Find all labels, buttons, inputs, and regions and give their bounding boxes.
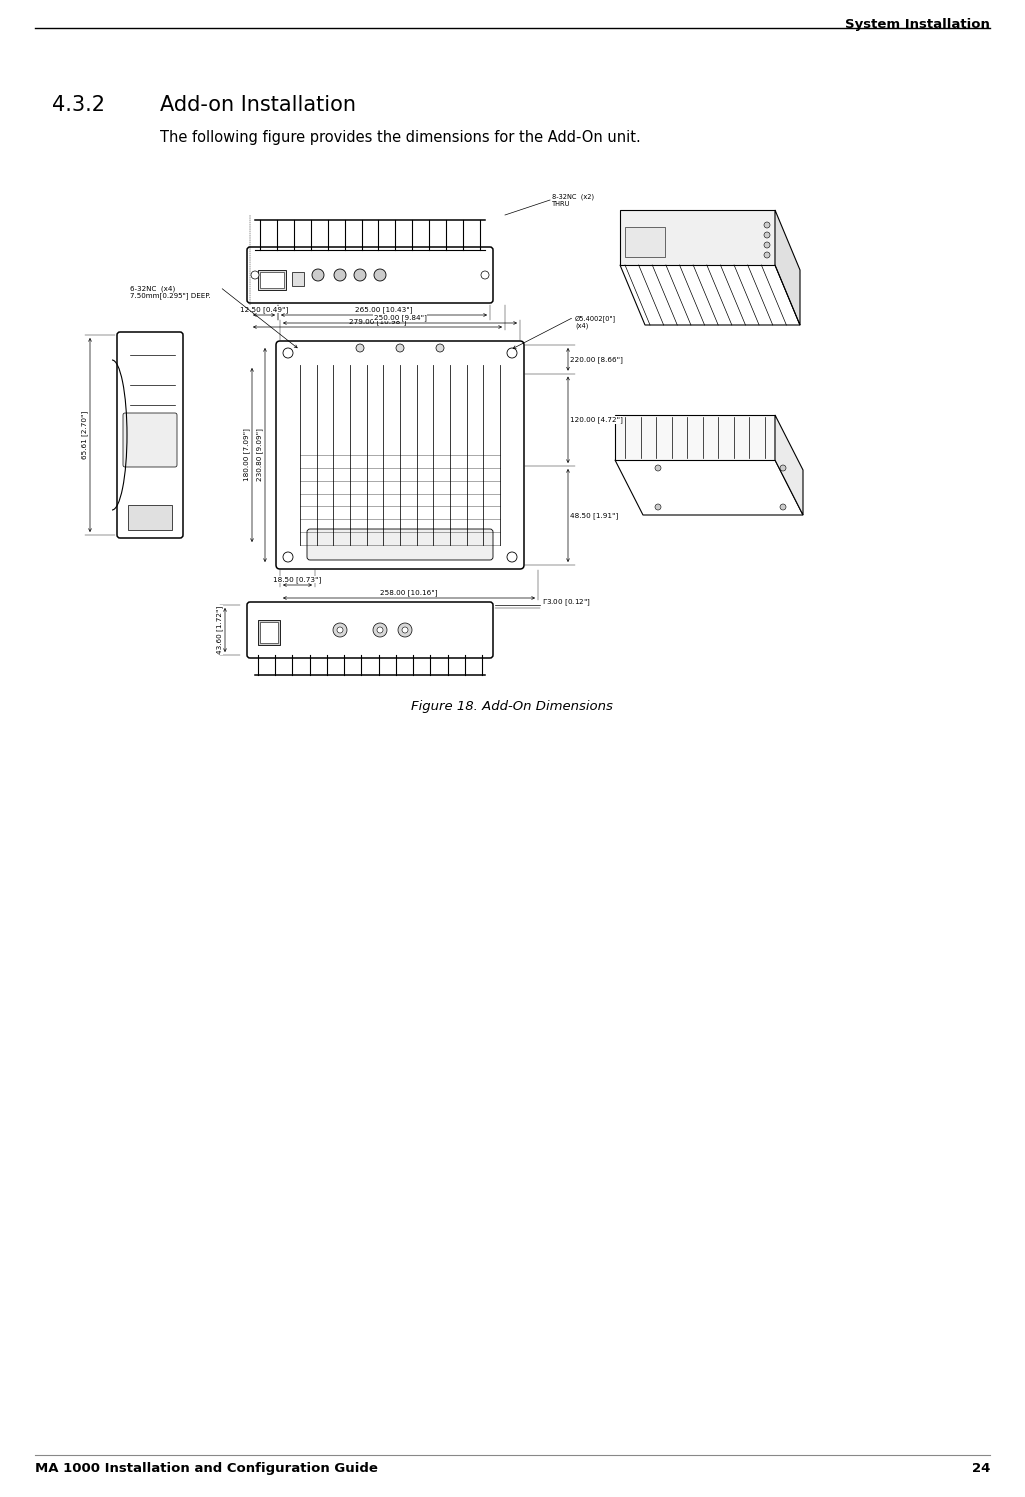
- Text: The following figure provides the dimensions for the Add-On unit.: The following figure provides the dimens…: [160, 130, 641, 145]
- Text: 279.00 [10.98"]: 279.00 [10.98"]: [348, 319, 406, 325]
- Text: 220.00 [8.66"]: 220.00 [8.66"]: [570, 356, 623, 362]
- Circle shape: [354, 269, 366, 281]
- FancyBboxPatch shape: [247, 602, 493, 659]
- Text: 180.00 [7.09"]: 180.00 [7.09"]: [243, 428, 250, 482]
- Text: 8-32NC  (x2)
THRU: 8-32NC (x2) THRU: [552, 193, 594, 207]
- Text: 48.50 [1.91"]: 48.50 [1.91"]: [570, 512, 618, 519]
- Bar: [128, 504, 172, 530]
- Circle shape: [312, 269, 324, 281]
- Text: Figure 18. Add-On Dimensions: Figure 18. Add-On Dimensions: [411, 701, 613, 713]
- Text: Ø5.4002[0"]
(x4): Ø5.4002[0"] (x4): [575, 314, 616, 329]
- FancyBboxPatch shape: [276, 341, 524, 569]
- Polygon shape: [775, 415, 803, 515]
- Circle shape: [481, 271, 489, 278]
- Circle shape: [402, 627, 408, 633]
- Circle shape: [764, 243, 770, 249]
- Bar: [258, 269, 286, 290]
- Text: $\Gamma$3.00 [0.12"]: $\Gamma$3.00 [0.12"]: [542, 597, 591, 608]
- Text: 258.00 [10.16"]: 258.00 [10.16"]: [380, 590, 438, 596]
- Polygon shape: [615, 415, 775, 460]
- Circle shape: [373, 623, 387, 638]
- Bar: [625, 228, 665, 257]
- Bar: [258, 620, 280, 645]
- Circle shape: [337, 627, 343, 633]
- Circle shape: [374, 269, 386, 281]
- Circle shape: [377, 627, 383, 633]
- Bar: [260, 272, 284, 287]
- Circle shape: [283, 347, 293, 358]
- Circle shape: [334, 269, 346, 281]
- Circle shape: [764, 251, 770, 257]
- Polygon shape: [615, 460, 803, 515]
- Text: 230.80 [9.09"]: 230.80 [9.09"]: [256, 428, 263, 482]
- Text: 4.3.2: 4.3.2: [52, 94, 105, 115]
- Text: 265.00 [10.43"]: 265.00 [10.43"]: [356, 307, 413, 313]
- Text: MA 1000 Installation and Configuration Guide: MA 1000 Installation and Configuration G…: [35, 1463, 378, 1475]
- Circle shape: [655, 466, 661, 472]
- Circle shape: [507, 347, 517, 358]
- FancyBboxPatch shape: [247, 247, 493, 302]
- Text: 6-32NC  (x4)
7.50mm[0.295"] DEEP.: 6-32NC (x4) 7.50mm[0.295"] DEEP.: [130, 284, 210, 299]
- Circle shape: [655, 504, 661, 510]
- Circle shape: [780, 504, 786, 510]
- Text: System Installation: System Installation: [846, 18, 990, 31]
- Circle shape: [764, 222, 770, 228]
- Circle shape: [398, 623, 412, 638]
- Circle shape: [356, 344, 364, 352]
- Bar: [292, 272, 304, 286]
- Text: 120.00 [4.72"]: 120.00 [4.72"]: [570, 416, 623, 424]
- FancyBboxPatch shape: [308, 528, 493, 560]
- Circle shape: [396, 344, 404, 352]
- Polygon shape: [620, 210, 775, 265]
- Circle shape: [333, 623, 347, 638]
- Text: 12.50 [0.49"]: 12.50 [0.49"]: [240, 307, 288, 313]
- Circle shape: [251, 271, 259, 278]
- Text: 18.50 [0.73"]: 18.50 [0.73"]: [274, 576, 322, 582]
- FancyBboxPatch shape: [123, 413, 177, 467]
- Bar: [260, 621, 278, 644]
- Text: Add-on Installation: Add-on Installation: [160, 94, 356, 115]
- Text: 24: 24: [972, 1463, 990, 1475]
- Text: 250.00 [9.84"]: 250.00 [9.84"]: [373, 314, 426, 320]
- FancyBboxPatch shape: [117, 332, 183, 537]
- Circle shape: [780, 466, 786, 472]
- Circle shape: [507, 552, 517, 561]
- Circle shape: [764, 232, 770, 238]
- Polygon shape: [775, 210, 800, 325]
- Polygon shape: [620, 265, 800, 325]
- Circle shape: [283, 552, 293, 561]
- Circle shape: [436, 344, 444, 352]
- Text: 43.60 [1.72"]: 43.60 [1.72"]: [216, 606, 223, 654]
- Text: 65.61 [2.70"]: 65.61 [2.70"]: [81, 410, 88, 460]
